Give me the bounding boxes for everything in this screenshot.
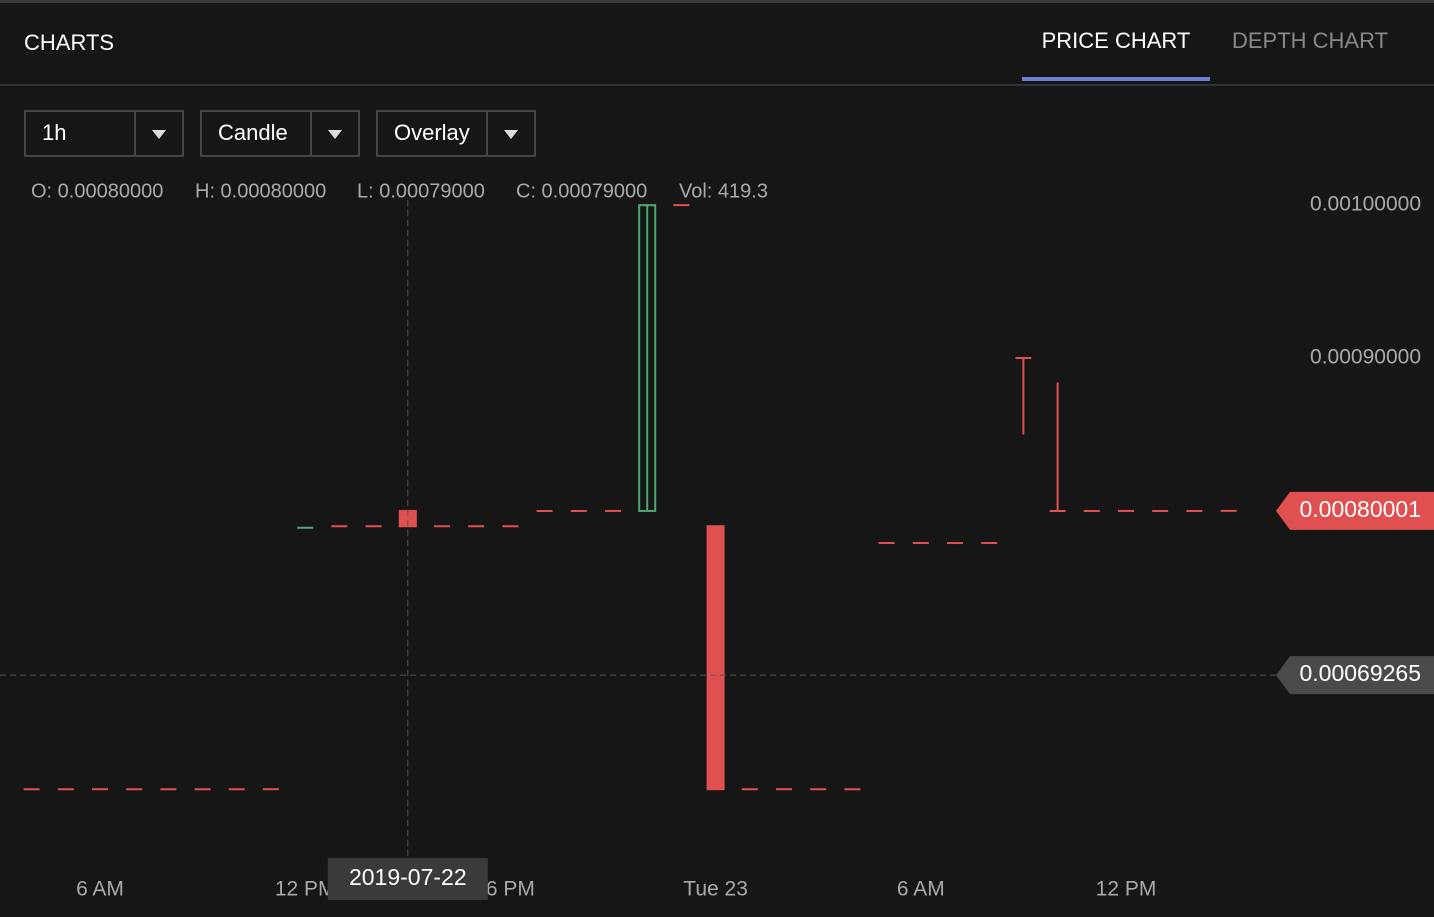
candle xyxy=(638,204,657,512)
crosshair-price-label: 0.00069265 xyxy=(1299,660,1421,686)
readout: O: 0.00080000 H: 0.00080000 L: 0.0007900… xyxy=(31,180,768,202)
plot xyxy=(23,204,1237,791)
readout-volume: Vol: 419.3 xyxy=(679,180,768,202)
candle-body xyxy=(706,525,725,791)
readout-close: C: 0.00079000 xyxy=(516,180,647,202)
active-tab-indicator xyxy=(1022,77,1210,81)
dropdown-box xyxy=(24,110,184,157)
crosshair-price-tag xyxy=(1276,656,1434,695)
candle xyxy=(1015,357,1032,435)
readout-open: O: 0.00080000 xyxy=(31,180,163,202)
x-tick-label: 12 PM xyxy=(1096,878,1157,901)
dropdown[interactable]: Candle xyxy=(200,110,360,157)
readout-low: L: 0.00079000 xyxy=(357,180,485,202)
dropdown-label: Overlay xyxy=(394,120,470,145)
caret xyxy=(152,130,166,139)
x-tick-label: 6 AM xyxy=(897,878,945,901)
dropdown[interactable]: Overlay xyxy=(376,110,536,157)
dropdown[interactable]: 1h xyxy=(24,110,184,157)
last-price-label: 0.00080001 xyxy=(1299,496,1421,522)
x-tick-label: 12 PM xyxy=(275,878,336,901)
candle-body xyxy=(638,204,657,512)
caret xyxy=(328,130,342,139)
tab[interactable]: PRICE CHART xyxy=(1042,28,1191,53)
top-border xyxy=(0,0,1434,3)
candle xyxy=(1049,382,1066,512)
crosshair-date-label: 2019-07-22 xyxy=(349,864,467,890)
last-price-tag xyxy=(1276,491,1434,530)
dropdown-label: 1h xyxy=(42,120,66,145)
x-tick-label: 6 AM xyxy=(76,878,124,901)
tab[interactable]: DEPTH CHART xyxy=(1232,28,1388,53)
x-tick-label: Tue 23 xyxy=(683,878,748,901)
x-tick-label: 6 PM xyxy=(486,878,535,901)
caret xyxy=(504,130,518,139)
dropdown-label: Candle xyxy=(218,120,288,145)
readout-high: H: 0.00080000 xyxy=(195,180,326,202)
dropdown-box xyxy=(376,110,536,157)
y-tick-label: 0.00090000 xyxy=(1310,346,1421,369)
crosshair-date-tag xyxy=(327,858,488,900)
dropdown-box xyxy=(200,110,360,157)
candle xyxy=(706,525,725,791)
y-tick-label: 0.00100000 xyxy=(1310,193,1421,216)
header-title: CHARTS xyxy=(24,30,114,55)
